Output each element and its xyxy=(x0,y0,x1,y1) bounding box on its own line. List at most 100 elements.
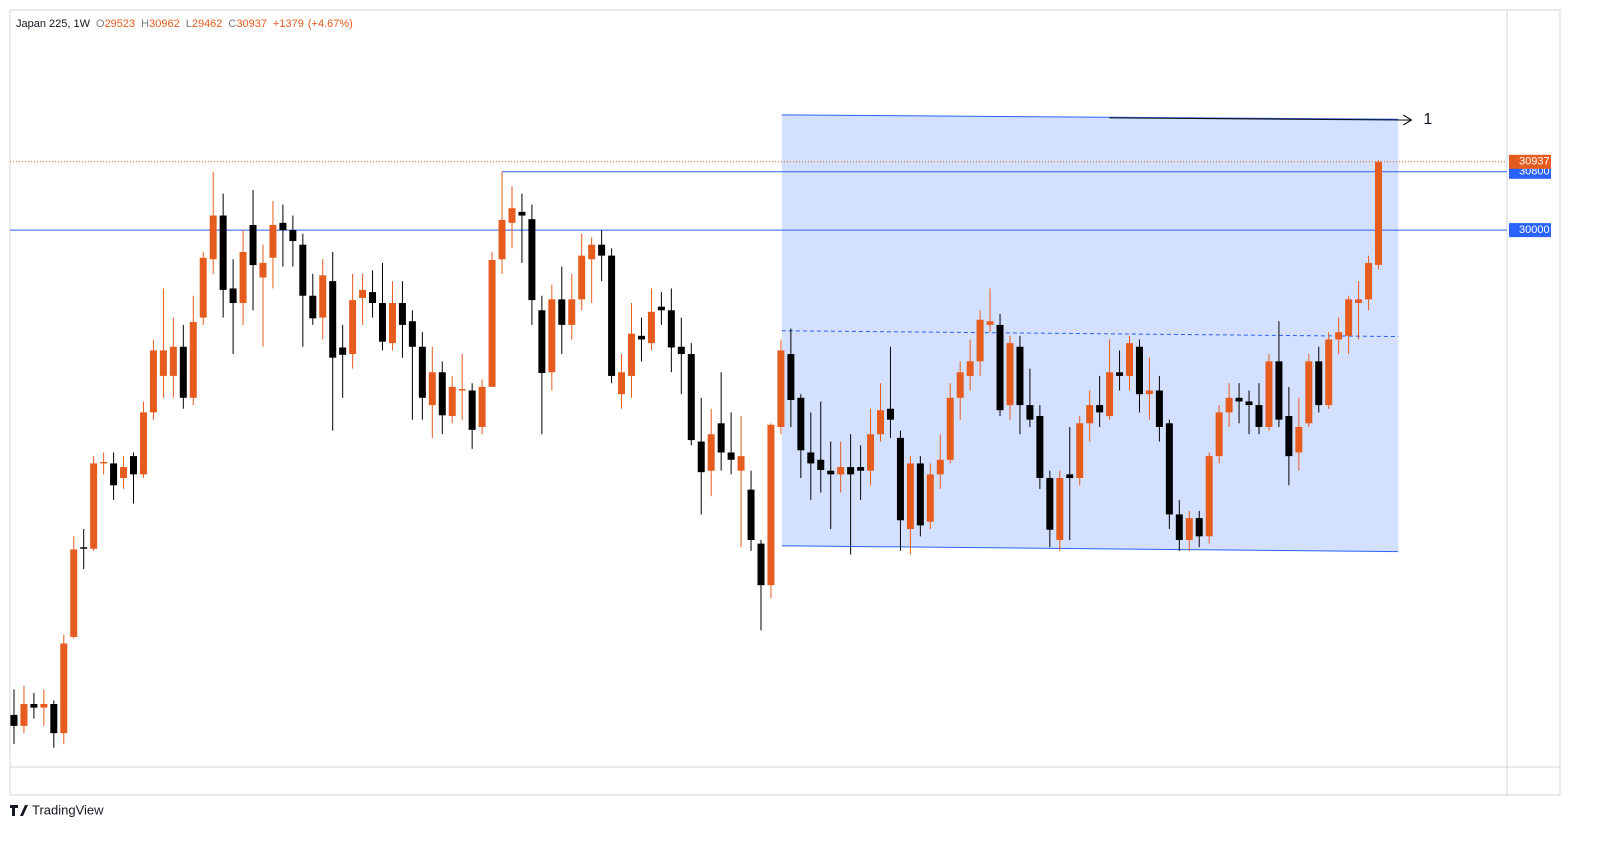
candle-body xyxy=(468,390,476,430)
candle-body xyxy=(877,410,885,435)
candle-body xyxy=(169,346,177,376)
level-label-box xyxy=(1509,223,1551,238)
level-label: 30000 xyxy=(1519,224,1550,236)
candle-body xyxy=(30,704,38,708)
candle-body xyxy=(1106,372,1114,417)
candle-body xyxy=(926,474,934,522)
candle-body xyxy=(807,452,815,464)
candle-body xyxy=(986,321,994,325)
header: Japan 225, 1W O29523 H30962 L29462 C30937 +13… xyxy=(16,18,353,30)
change-percent: (+4.67%) xyxy=(308,18,353,30)
trend-arrow xyxy=(1109,117,1412,121)
candle-body xyxy=(1155,390,1163,427)
watermark-text: TradingView xyxy=(32,802,104,817)
candle-body xyxy=(1026,405,1034,420)
candle-body xyxy=(179,346,187,398)
channel-bottom xyxy=(781,545,1399,553)
candle-body xyxy=(976,319,984,362)
candle-body xyxy=(896,437,904,521)
candle-body xyxy=(528,219,536,301)
candle-body xyxy=(488,260,496,387)
candle-body xyxy=(1275,361,1283,420)
candle-body xyxy=(139,412,147,475)
channel-median xyxy=(781,330,1399,338)
ohlc-prefix: C xyxy=(228,18,236,30)
candle-body xyxy=(1355,299,1363,304)
candle-body xyxy=(857,467,865,471)
candle-body xyxy=(149,350,157,413)
candle-body xyxy=(946,397,954,460)
ohlc-value: 30962 xyxy=(149,18,180,30)
candle-body xyxy=(1195,518,1203,537)
candle-body xyxy=(289,230,297,242)
candle-body xyxy=(767,424,775,586)
candle-body xyxy=(1116,372,1124,376)
candle-body xyxy=(1365,262,1373,300)
candle-body xyxy=(209,215,217,260)
candle-body xyxy=(936,459,944,475)
candle-body xyxy=(687,354,695,441)
candle-body xyxy=(219,215,227,290)
chart-frame xyxy=(9,9,1561,796)
candle-body xyxy=(1135,346,1143,395)
candle-body xyxy=(906,463,914,530)
candle-body xyxy=(189,321,197,398)
candle-body xyxy=(379,303,387,342)
candle-body xyxy=(1046,477,1054,530)
candle-body xyxy=(1335,332,1343,340)
candle-body xyxy=(508,208,516,223)
candle-body xyxy=(1205,456,1213,537)
candle-body xyxy=(269,225,277,258)
candle-body xyxy=(1096,405,1104,413)
candle-body xyxy=(1255,405,1263,427)
symbol: Japan 225, 1W xyxy=(16,18,91,30)
candle-body xyxy=(966,361,974,376)
candle-body xyxy=(1345,299,1353,336)
candle-body xyxy=(1165,423,1173,515)
candle-body xyxy=(1175,514,1183,540)
candle-body xyxy=(1295,426,1303,453)
candle-body xyxy=(727,452,735,460)
candle-body xyxy=(1235,397,1243,402)
candle-body xyxy=(60,643,68,734)
candle-body xyxy=(568,299,576,325)
candle-body xyxy=(1245,401,1253,406)
channel-top xyxy=(781,114,1399,120)
candle-body xyxy=(428,372,436,406)
candle-body xyxy=(558,299,566,325)
candle-body xyxy=(120,467,128,478)
candle-body xyxy=(10,714,18,726)
logo xyxy=(10,805,28,816)
candle-body xyxy=(418,346,426,398)
candle-body xyxy=(239,251,247,304)
candle-body xyxy=(1076,423,1084,478)
candle-body xyxy=(1325,339,1333,406)
candle-body xyxy=(80,547,88,549)
candle-body xyxy=(548,299,556,373)
candle-body xyxy=(618,372,626,395)
candle-body xyxy=(259,262,267,278)
candle-body xyxy=(667,310,675,348)
candle-body xyxy=(956,372,964,398)
candle-body xyxy=(1066,474,1074,478)
candle-body xyxy=(90,463,98,549)
candle-body xyxy=(538,310,546,374)
candle-body xyxy=(279,222,287,231)
candle-body xyxy=(886,408,894,420)
candle-body xyxy=(1185,518,1193,540)
candle-body xyxy=(757,543,765,586)
candle-body xyxy=(309,295,317,319)
candle-body xyxy=(797,397,805,451)
candles xyxy=(10,159,1383,748)
candle-body xyxy=(448,386,456,417)
candle-body xyxy=(339,347,347,355)
candle-body xyxy=(458,389,466,391)
candle-body xyxy=(1016,346,1024,406)
candle-body xyxy=(1375,161,1383,265)
candle-body xyxy=(916,463,924,526)
candle-body xyxy=(588,244,596,260)
drawings: 1 xyxy=(10,111,1507,553)
last-price-box xyxy=(1509,154,1551,169)
candle-body xyxy=(608,255,616,376)
candle-body xyxy=(100,461,108,464)
